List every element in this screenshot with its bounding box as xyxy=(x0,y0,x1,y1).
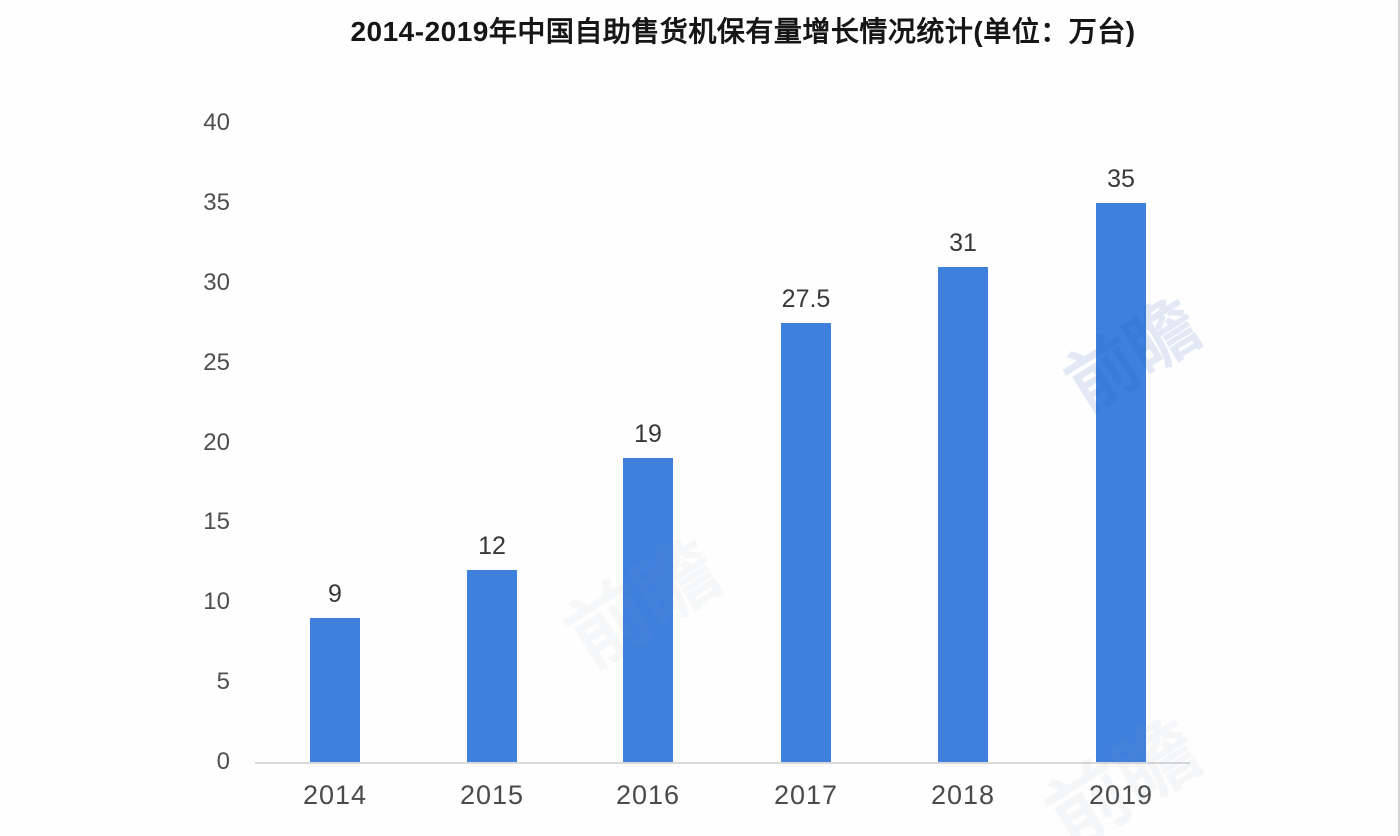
x-axis-line xyxy=(255,762,1190,764)
bar-value-label: 27.5 xyxy=(781,284,831,313)
x-tick-label-2014: 2014 xyxy=(302,780,368,810)
image-right-border xyxy=(1398,0,1400,836)
x-tick-label-2017: 2017 xyxy=(773,780,839,810)
bar-2019 xyxy=(1096,202,1146,762)
y-tick-label: 0 xyxy=(216,748,230,775)
bar-2018 xyxy=(938,266,988,762)
x-tick-label-2018: 2018 xyxy=(930,780,996,810)
bar-value-label: 12 xyxy=(478,532,506,561)
chart-title: 2014-2019年中国自助售货机保有量增长情况统计(单位：万台) xyxy=(350,16,1136,47)
bar-2016 xyxy=(623,458,673,762)
y-tick-label: 25 xyxy=(203,348,230,376)
bar-value-label: 35 xyxy=(1107,164,1135,193)
x-tick-label-2016: 2016 xyxy=(615,780,681,810)
bar-2014 xyxy=(310,618,360,762)
bar-value-label: 19 xyxy=(634,420,662,449)
x-tick-label-2015: 2015 xyxy=(459,780,525,810)
x-tick-label-2019: 2019 xyxy=(1088,780,1154,810)
y-tick-label: 10 xyxy=(203,588,230,616)
bar-2017 xyxy=(781,322,831,762)
y-tick-label: 20 xyxy=(203,428,230,456)
y-tick-label: 30 xyxy=(203,268,230,296)
y-tick-label: 40 xyxy=(203,109,230,136)
y-tick-label: 15 xyxy=(203,508,230,536)
bar-value-label: 9 xyxy=(328,580,342,609)
bar-value-label: 31 xyxy=(949,228,977,257)
bar-2015 xyxy=(467,570,517,762)
y-tick-label: 35 xyxy=(203,188,230,216)
y-tick-label: 5 xyxy=(216,668,230,696)
